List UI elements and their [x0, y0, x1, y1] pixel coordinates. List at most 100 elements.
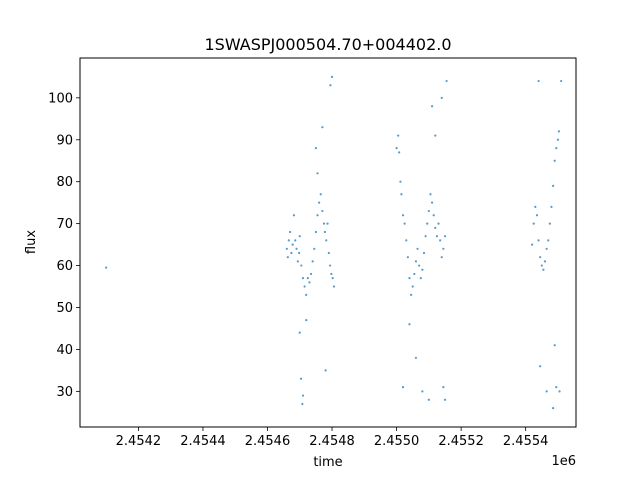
data-point: [401, 214, 405, 217]
data-point: [301, 402, 304, 406]
data-point: [298, 331, 301, 334]
data-point: [325, 239, 328, 242]
data-point: [430, 105, 434, 108]
data-point: [406, 256, 409, 259]
data-point: [545, 247, 548, 250]
x-tick-label: 2.4542: [116, 434, 162, 449]
data-point: [421, 268, 424, 271]
data-point: [323, 230, 327, 234]
data-point: [408, 277, 411, 280]
data-point: [434, 134, 437, 137]
data-point: [548, 222, 551, 225]
data-point: [322, 222, 326, 225]
data-point: [550, 205, 553, 208]
data-point: [400, 193, 403, 196]
data-point: [543, 260, 547, 263]
data-point: [403, 222, 406, 225]
data-point: [331, 277, 334, 280]
data-point: [329, 84, 332, 87]
data-point: [408, 323, 411, 326]
x-tick-label: 2.4554: [503, 434, 549, 449]
data-point: [547, 239, 550, 242]
data-point: [558, 390, 561, 393]
data-point: [290, 251, 293, 255]
data-point: [332, 285, 336, 288]
data-point: [537, 79, 540, 83]
data-point: [418, 264, 421, 267]
data-point: [311, 260, 314, 263]
y-tick-label: 80: [56, 175, 73, 190]
y-tick-label: 50: [56, 301, 73, 316]
data-point: [540, 264, 543, 267]
data-point: [427, 398, 430, 401]
data-point: [301, 277, 305, 280]
data-point: [401, 386, 405, 389]
data-point: [443, 398, 447, 401]
y-tick-label: 30: [56, 385, 73, 400]
data-point: [413, 272, 416, 276]
data-point: [301, 394, 305, 397]
data-point: [296, 260, 299, 263]
data-point: [551, 407, 555, 410]
x-tick-label: 2.4552: [438, 434, 484, 449]
data-point: [426, 222, 429, 225]
data-point: [537, 239, 540, 242]
data-point: [303, 285, 306, 288]
data-point: [298, 235, 301, 238]
data-point: [292, 214, 296, 217]
data-point: [405, 239, 408, 242]
data-point: [305, 318, 308, 322]
data-point: [321, 126, 324, 129]
data-point: [553, 344, 556, 347]
data-point: [434, 226, 437, 229]
y-axis-ticks: 30 40 50 60 70 80 90 100: [48, 91, 80, 400]
data-point: [316, 214, 319, 217]
data-point: [442, 247, 445, 250]
data-point: [411, 285, 414, 288]
data-point: [429, 193, 432, 196]
data-point: [414, 260, 418, 263]
data-point: [440, 96, 443, 99]
data-point: [551, 184, 555, 187]
x-tick-label: 2.4550: [374, 434, 420, 449]
data-point: [314, 230, 317, 234]
x-axis-offset-label: 1e6: [551, 454, 576, 469]
data-point: [314, 147, 317, 150]
data-point: [285, 247, 288, 250]
data-point: [535, 214, 539, 217]
data-point: [427, 209, 430, 213]
y-tick-label: 100: [48, 91, 73, 106]
data-point: [432, 214, 435, 217]
data-point: [539, 365, 542, 368]
data-point: [419, 277, 422, 280]
data-point: [555, 386, 558, 389]
data-point: [553, 159, 556, 162]
data-point: [443, 235, 447, 238]
data-point: [308, 281, 311, 284]
y-tick-label: 60: [56, 259, 73, 274]
data-point: [542, 268, 545, 271]
plot-frame: [79, 57, 577, 428]
data-point: [330, 75, 334, 78]
data-point: [545, 390, 548, 393]
data-point: [299, 377, 303, 380]
data-point: [288, 230, 292, 234]
data-point: [440, 256, 443, 259]
data-point: [539, 256, 542, 259]
data-point: [442, 386, 445, 389]
data-point: [422, 251, 426, 255]
data-point: [531, 243, 534, 246]
data-point: [395, 147, 398, 150]
data-point: [439, 239, 442, 242]
y-axis-label: flux: [24, 230, 39, 254]
data-point: [286, 256, 289, 259]
data-point: [298, 251, 301, 255]
y-tick-label: 90: [56, 133, 73, 148]
data-point: [326, 222, 329, 225]
data-point: [313, 247, 316, 250]
x-tick-label: 2.4548: [309, 434, 355, 449]
data-point: [319, 193, 322, 196]
y-tick-label: 40: [56, 343, 73, 358]
data-point: [287, 239, 290, 242]
